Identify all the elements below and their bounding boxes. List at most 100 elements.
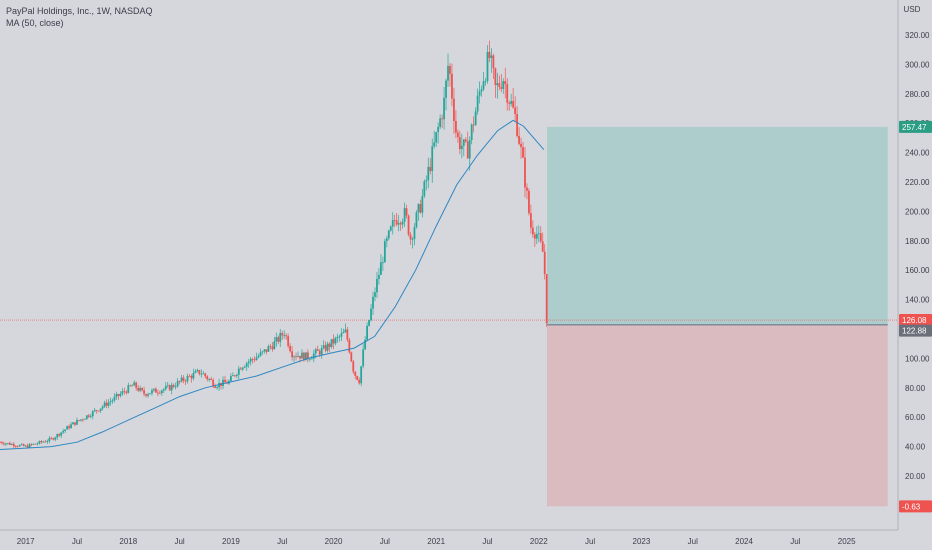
candle-body [356, 375, 359, 380]
candle-body [273, 341, 276, 350]
candle-body [66, 426, 69, 430]
candle-body [265, 349, 268, 352]
x-tick-label: 2023 [633, 537, 651, 546]
candle-body [263, 349, 266, 352]
candle-body [366, 325, 368, 340]
candle-body [93, 410, 96, 412]
candle-body [466, 141, 469, 159]
candle-body [293, 356, 295, 358]
indicator-label[interactable]: MA (50, close) [6, 18, 64, 28]
candle-body [535, 234, 538, 239]
candle-body [1, 442, 3, 444]
candle-body [431, 146, 434, 172]
candle-body [425, 180, 428, 182]
candle-body [117, 394, 120, 396]
candle-body [531, 227, 534, 235]
candle-body [514, 107, 517, 115]
candle-body [352, 361, 355, 372]
candle-body [97, 410, 100, 412]
candle-body [20, 444, 23, 446]
candle-body [137, 387, 140, 391]
candle-body [214, 386, 217, 388]
candle-body [413, 227, 416, 239]
candle-body [87, 415, 90, 417]
candle-body [401, 221, 404, 225]
candle-body [472, 124, 475, 126]
candle-body [68, 426, 70, 429]
candle-body [385, 238, 388, 242]
entry-price-tag: 122.88 [902, 327, 927, 336]
candle-body [494, 68, 497, 86]
candle-body [520, 143, 522, 148]
candle-body [91, 411, 94, 417]
candle-body [281, 333, 284, 336]
stop-price-tag: -0.63 [902, 502, 921, 511]
candle-body [127, 385, 130, 393]
candle-body [340, 333, 343, 337]
candle-body [275, 337, 278, 342]
y-tick-label: 280.00 [905, 90, 930, 99]
candle-body [271, 346, 274, 350]
candle-body [320, 348, 323, 355]
candle-body [305, 352, 307, 361]
candle-body [283, 335, 286, 337]
candle-body [310, 358, 313, 360]
x-tick-label: Jul [482, 537, 492, 546]
candle-body [54, 437, 57, 440]
candle-body [230, 376, 232, 381]
candle-body [439, 118, 442, 127]
target-price-tag-bg [899, 120, 932, 133]
candle-body [85, 415, 88, 419]
stop-loss-zone[interactable] [547, 324, 888, 507]
candle-body [338, 336, 341, 338]
candle-body [149, 393, 151, 395]
candle-body [297, 355, 299, 357]
candle-body [180, 377, 183, 382]
candle-body [289, 346, 292, 352]
y-tick-label: 180.00 [905, 237, 930, 246]
candle-body [255, 357, 258, 361]
candle-body [243, 366, 246, 368]
candle-body [107, 402, 110, 406]
candle-body [28, 444, 31, 448]
candle-body [433, 142, 436, 147]
x-tick-label: 2018 [119, 537, 137, 546]
candle-body [468, 140, 471, 159]
candle-body [109, 401, 112, 403]
candle-body [411, 238, 414, 240]
candle-body [245, 363, 248, 367]
y-tick-label: 220.00 [905, 178, 930, 187]
y-tick-label: 20.00 [905, 472, 926, 481]
candle-body [486, 51, 489, 81]
candle-body [287, 336, 290, 347]
candle-body [80, 419, 82, 421]
candle-body [139, 388, 142, 391]
x-tick-label: Jul [72, 537, 82, 546]
x-tick-label: Jul [380, 537, 390, 546]
x-tick-label: Jul [174, 537, 184, 546]
candle-body [482, 81, 485, 90]
candle-body [58, 434, 61, 436]
candle-body [492, 55, 495, 69]
candle-body [206, 376, 209, 380]
candle-body [380, 262, 382, 275]
y-tick-label: 240.00 [905, 149, 930, 158]
candle-body [170, 384, 173, 391]
candle-body [395, 220, 398, 225]
candle-body [456, 132, 459, 138]
candle-body [460, 145, 463, 150]
symbol-title[interactable]: PayPal Holdings, Inc., 1W, NASDAQ [6, 6, 153, 16]
candle-body [437, 126, 440, 133]
candle-body [235, 374, 238, 376]
candle-body [455, 121, 457, 133]
candle-body [208, 378, 211, 380]
candle-body [370, 308, 372, 321]
candle-body [524, 157, 526, 188]
candle-body [192, 372, 195, 379]
profit-target-zone[interactable] [547, 126, 888, 325]
candle-body [5, 443, 7, 445]
candle-body [488, 51, 491, 58]
price-axis-area[interactable] [898, 0, 932, 550]
